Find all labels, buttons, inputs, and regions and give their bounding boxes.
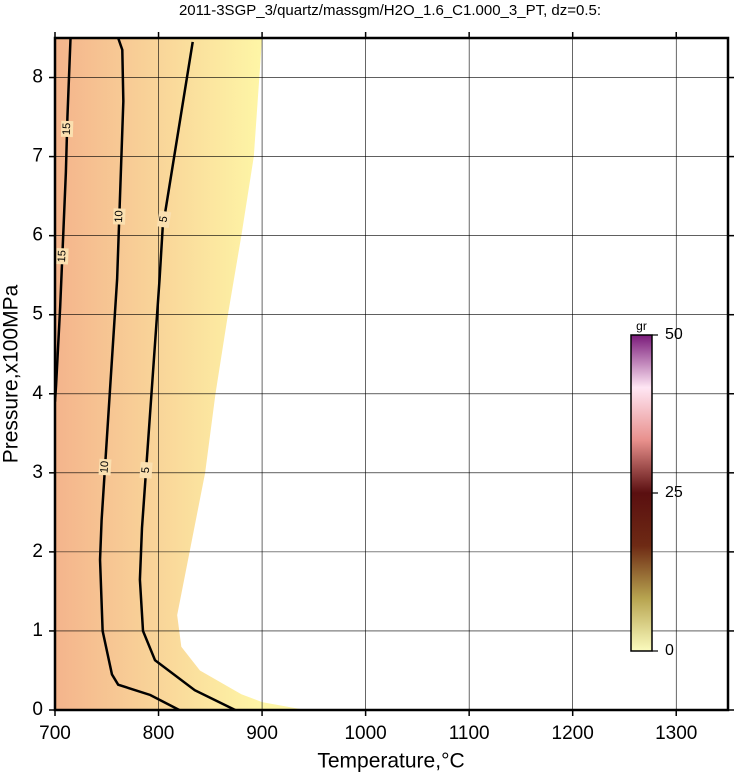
contour-line — [138, 41, 236, 710]
contour-label-group: 10 — [113, 208, 126, 225]
y-tick-label: 8 — [32, 67, 43, 88]
contour-label-group: 10 — [98, 458, 112, 476]
contour-label-group: 5 — [156, 210, 172, 229]
x-tick-label: 700 — [39, 723, 71, 744]
x-tick-label: 1200 — [552, 723, 594, 744]
y-tick-label: 5 — [32, 304, 43, 325]
colorbar-tick-label: 25 — [665, 484, 683, 501]
contour-label-bg — [139, 461, 153, 479]
contour-label-bg — [60, 120, 74, 138]
contour-label: 10 — [113, 210, 125, 223]
plot-area: 15 15 10 10 5 5 — [55, 38, 728, 710]
contour-line — [98, 38, 180, 710]
contour-label-group: 15 — [55, 248, 69, 265]
colorbar — [630, 334, 653, 652]
y-tick-label: 6 — [32, 225, 43, 246]
plot-frame — [53, 36, 730, 712]
y-tick-label: 2 — [32, 541, 43, 562]
y-tick-label: 0 — [32, 699, 43, 720]
x-tick-label: 1100 — [449, 723, 490, 744]
contour-label: 5 — [140, 467, 152, 474]
contour-label-bg — [98, 458, 112, 476]
chart-title: 2011-3SGP_3/quartz/massgm/H2O_1.6_C1.000… — [179, 2, 601, 19]
contour-label: 5 — [158, 215, 171, 223]
y-tick-label: 4 — [32, 383, 43, 404]
x-tick-label: 1300 — [655, 723, 697, 744]
contour-label-bg — [55, 248, 69, 265]
y-tick-label: 1 — [32, 620, 43, 641]
x-axis-label: Temperature,°C — [317, 750, 464, 773]
filled-region — [55, 38, 306, 710]
colorbar-tick-label: 0 — [665, 642, 674, 659]
y-tick-label: 7 — [32, 146, 43, 167]
contour-label: 15 — [61, 123, 73, 136]
contour-label-bg — [113, 208, 126, 225]
x-tick-label: 900 — [246, 723, 278, 744]
contour-label-bg — [156, 210, 172, 229]
x-tick-label: 1000 — [344, 723, 386, 744]
y-axis-label: Pressure,x100MPa — [0, 284, 23, 463]
colorbar-label: gr — [636, 319, 647, 333]
x-tick-label: 800 — [143, 723, 175, 744]
contour-label: 15 — [56, 250, 69, 263]
contour-label: 10 — [99, 461, 112, 474]
colorbar-tick-label: 50 — [665, 326, 683, 343]
y-tick-label: 3 — [32, 462, 43, 483]
contour-label-group: 15 — [60, 120, 74, 138]
contour-label-group: 5 — [139, 461, 153, 479]
